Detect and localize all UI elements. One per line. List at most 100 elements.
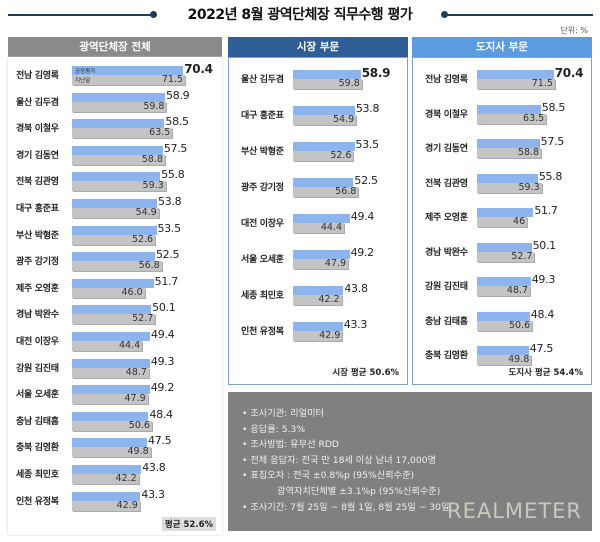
current-approval-bar (477, 70, 554, 79)
current-approval-bar (72, 358, 150, 368)
current-approval-bar (72, 438, 148, 448)
previous-month-bar (477, 148, 542, 158)
previous-month-bar (72, 341, 143, 351)
current-approval-value: 43.8 (142, 461, 166, 474)
current-approval-bar (477, 242, 532, 252)
candidate-name: 충남 김태흠 (425, 316, 468, 327)
current-approval-value: 55.8 (538, 169, 563, 183)
average-label: 도지사 평균 54.4% (508, 368, 583, 378)
previous-month-value: 59.3 (142, 180, 164, 192)
note-line: • 전체 응답자: 전국 만 18세 이상 남녀 17,000명 (242, 454, 437, 466)
current-approval-bar (293, 142, 355, 151)
previous-month-bar (477, 320, 533, 331)
previous-month-value: 54.9 (332, 114, 355, 125)
current-approval-value: 58.9 (166, 88, 190, 102)
current-approval-bar (72, 145, 163, 155)
previous-month-value: 48.7 (506, 285, 529, 296)
current-approval-value: 43.3 (343, 318, 368, 331)
candidate-name: 인천 유정복 (241, 327, 284, 337)
current-approval-value: 49.4 (151, 328, 175, 341)
candidate-name: 충남 김태흠 (16, 416, 59, 427)
title-line-left (8, 14, 153, 16)
previous-month-bar (72, 75, 185, 85)
current-approval-bar (72, 172, 161, 182)
previous-month-value: 56.8 (335, 186, 357, 197)
previous-month-bar (72, 154, 165, 165)
previous-month-bar (72, 287, 145, 298)
candidate-name: 대전 이장우 (16, 337, 59, 347)
previous-month-bar (293, 151, 354, 161)
current-approval-bar (477, 104, 541, 114)
previous-month-bar (293, 187, 359, 197)
previous-month-bar (477, 79, 555, 89)
candidate-name: 울산 김두겸 (241, 75, 284, 85)
note-line: 광역자치단체별 ±3.1%p (95%신뢰수준) (242, 485, 441, 497)
current-approval-value: 52.5 (155, 248, 180, 262)
previous-month-bar (477, 217, 528, 227)
current-approval-value: 53.5 (355, 138, 380, 151)
candidate-name: 전북 김관영 (425, 178, 468, 189)
note-line: • 조사방법: 유무선 RDD (242, 439, 339, 451)
current-approval-bar (293, 70, 361, 79)
current-approval-value: 51.7 (534, 204, 558, 217)
candidate-name: 대전 이장우 (241, 219, 284, 229)
current-approval-bar (72, 385, 150, 395)
current-approval-value: 53.8 (158, 195, 182, 208)
previous-month-value: 44.4 (118, 340, 141, 351)
current-approval-bar (72, 119, 165, 129)
current-approval-bar (477, 173, 538, 183)
legend-current: 긍정평가 (75, 69, 96, 75)
current-approval-value: 58.5 (165, 115, 189, 129)
candidate-name: 대구 홍준표 (241, 111, 284, 121)
legend-previous: 지난달 (75, 78, 91, 84)
previous-month-value: 54.9 (135, 207, 157, 218)
note-line: • 조사기간: 7월 25일 ~ 8월 1일, 8월 25일 ~ 30일 (242, 501, 450, 513)
previous-month-value: 59.8 (338, 78, 360, 89)
candidate-name: 제주 오영훈 (16, 283, 59, 294)
current-approval-value: 51.7 (154, 274, 179, 288)
previous-month-bar (72, 474, 139, 484)
current-approval-value: 55.8 (161, 168, 185, 182)
previous-month-bar (477, 286, 531, 296)
previous-month-value: 46 (513, 216, 526, 227)
previous-month-value: 49.8 (508, 354, 530, 365)
previous-month-bar (72, 394, 148, 405)
average-label: 평균 52.6% (161, 517, 216, 531)
current-approval-value: 43.3 (141, 487, 165, 501)
previous-month-value: 42.9 (319, 330, 341, 341)
candidate-name: 부산 박형준 (241, 147, 284, 157)
current-approval-value: 48.4 (530, 307, 555, 321)
current-approval-bar (72, 199, 157, 208)
previous-month-bar (477, 355, 532, 365)
survey-notes: • 조사기관: 리얼미터 • 응답률: 5.3% • 조사방법: 유무선 RDD • … (228, 392, 592, 531)
candidate-name: 강원 김진태 (16, 363, 59, 374)
candidate-name: 경북 이철우 (16, 124, 59, 135)
previous-month-bar (72, 234, 156, 245)
current-approval-value: 57.5 (163, 141, 188, 155)
current-approval-bar (72, 252, 155, 262)
current-approval-value: 58.5 (541, 100, 566, 114)
current-approval-bar (477, 311, 530, 321)
current-approval-value: 57.5 (540, 135, 565, 148)
previous-month-value: 42.2 (115, 473, 137, 484)
previous-month-value: 63.5 (149, 127, 171, 139)
previous-month-bar (72, 500, 140, 511)
previous-month-value: 59.8 (143, 100, 165, 112)
current-approval-bar (72, 278, 154, 288)
note-line: • 응답률: 5.3% (242, 423, 306, 435)
current-approval-value: 43.8 (344, 282, 368, 295)
realmeter-logo: REALMETER (447, 499, 582, 523)
previous-month-value: 71.5 (531, 78, 553, 89)
previous-month-value: 44.4 (320, 222, 343, 233)
current-approval-value: 49.2 (350, 246, 375, 259)
current-approval-bar (293, 322, 343, 331)
current-approval-value: 50.1 (152, 301, 176, 315)
current-approval-bar (72, 465, 142, 474)
candidate-name: 인천 유정복 (16, 496, 59, 507)
current-approval-bar (72, 92, 166, 102)
previous-month-value: 59.3 (518, 181, 540, 193)
current-approval-value: 58.9 (361, 66, 391, 80)
previous-month-bar (72, 447, 151, 458)
current-approval-value: 48.4 (149, 407, 173, 421)
current-approval-value: 50.1 (532, 238, 557, 252)
